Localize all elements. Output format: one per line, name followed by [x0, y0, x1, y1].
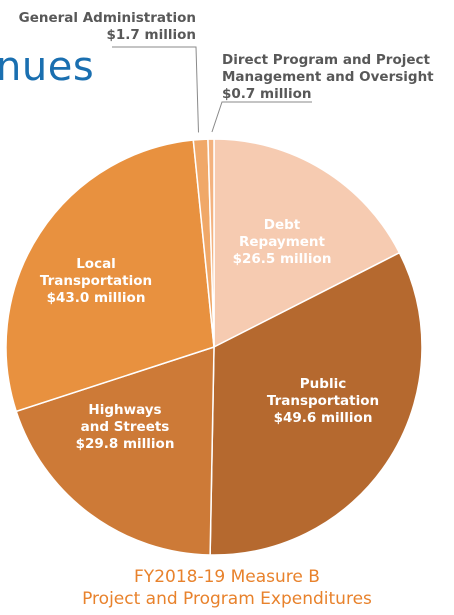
leader-direct-program: [211, 101, 312, 133]
label-public-transportation-line: Transportation: [267, 393, 379, 409]
label-direct-program-and-project-management-and-oversight: Direct Program and Project Management and…: [222, 52, 434, 102]
slice-direct-program-and-project-management-and-oversight: [207, 138, 215, 348]
label-debt-repayment: Debt Repayment $26.5 million: [233, 217, 332, 267]
label-local-transportation: Local Transportation $43.0 million: [40, 256, 152, 306]
label-highways-and-streets-line: and Streets: [81, 419, 170, 435]
label-highways-and-streets-line: $29.8 million: [76, 436, 175, 452]
slice-local-transportation: [5, 139, 215, 413]
label-local-transportation-line: $43.0 million: [47, 290, 146, 306]
label-debt-repayment-line: Debt: [264, 217, 301, 233]
label-local-transportation-line: Local: [76, 256, 116, 272]
label-direct-program-and-project-management-and-oversight-line: Management and Oversight: [222, 69, 434, 85]
label-highways-and-streets-line: Highways: [88, 402, 161, 418]
leader-general-administration: [112, 46, 199, 133]
label-public-transportation-line: Public: [300, 376, 346, 392]
chart-title: FY2018-19 Measure B Project and Program …: [0, 566, 454, 610]
callout-leaders: [112, 46, 312, 133]
label-direct-program-and-project-management-and-oversight-line: Direct Program and Project: [222, 52, 431, 68]
label-general-administration-line: General Administration: [19, 10, 196, 26]
label-public-transportation-line: $49.6 million: [274, 410, 373, 426]
label-local-transportation-line: Transportation: [40, 273, 152, 289]
label-debt-repayment-line: Repayment: [239, 234, 326, 250]
chart-title-line-1: FY2018-19 Measure B: [134, 567, 320, 587]
label-public-transportation: Public Transportation $49.6 million: [267, 376, 379, 426]
label-debt-repayment-line: $26.5 million: [233, 251, 332, 267]
pie-slices: [5, 138, 423, 556]
slice-public-transportation: [209, 251, 423, 556]
label-direct-program-and-project-management-and-oversight-line: $0.7 million: [222, 86, 311, 102]
label-general-administration-line: $1.7 million: [107, 27, 196, 43]
slice-highways-and-streets: [15, 345, 215, 556]
label-highways-and-streets: Highways and Streets $29.8 million: [76, 402, 175, 452]
label-general-administration: General Administration $1.7 million: [19, 10, 196, 43]
chart-title-line-2: Project and Program Expenditures: [82, 589, 372, 609]
slice-debt-repayment: [213, 138, 401, 349]
page-title-fragment: nues: [0, 44, 95, 90]
